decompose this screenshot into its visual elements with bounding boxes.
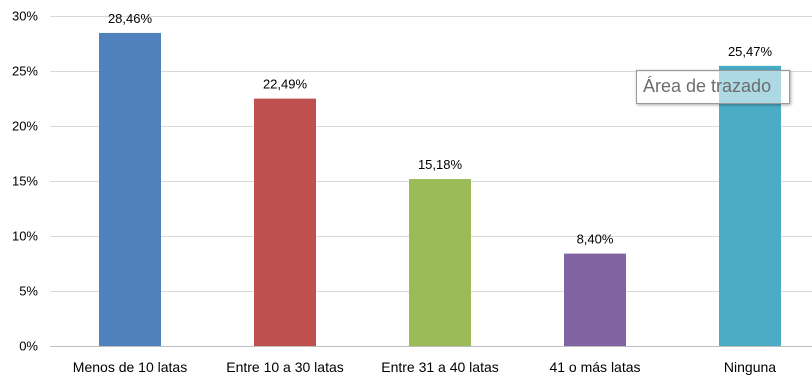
y-tick-label: 15% xyxy=(12,174,38,189)
bar xyxy=(719,65,781,346)
y-tick-label: 30% xyxy=(12,9,38,24)
data-label: 25,47% xyxy=(728,44,773,59)
x-category-label: 41 o más latas xyxy=(549,359,640,375)
tooltip-text: Área de trazado xyxy=(643,76,772,96)
x-category-label: Entre 10 a 30 latas xyxy=(226,359,344,375)
y-tick-label: 5% xyxy=(19,284,38,299)
bars xyxy=(99,32,781,346)
data-label: 22,49% xyxy=(263,77,308,92)
x-category-label: Menos de 10 latas xyxy=(73,359,187,375)
plot-area-tooltip: Área de trazado xyxy=(636,70,790,104)
bar xyxy=(254,98,316,346)
data-labels: 28,46% 22,49% 15,18% 8,40% 25,47% xyxy=(108,11,773,247)
x-axis-categories: Menos de 10 latas Entre 10 a 30 latas Entr… xyxy=(73,359,776,375)
data-label: 28,46% xyxy=(108,11,153,26)
bar xyxy=(99,32,161,346)
bar xyxy=(564,253,626,346)
data-label: 8,40% xyxy=(577,232,614,247)
y-axis-ticks: 0% 5% 10% 15% 20% 25% 30% xyxy=(12,9,38,354)
y-tick-label: 10% xyxy=(12,229,38,244)
x-category-label: Entre 31 a 40 latas xyxy=(381,359,499,375)
x-category-label: Ninguna xyxy=(724,359,776,375)
y-tick-label: 25% xyxy=(12,64,38,79)
bar xyxy=(409,179,471,346)
y-tick-label: 0% xyxy=(19,339,38,354)
data-label: 15,18% xyxy=(418,157,463,172)
y-tick-label: 20% xyxy=(12,119,38,134)
